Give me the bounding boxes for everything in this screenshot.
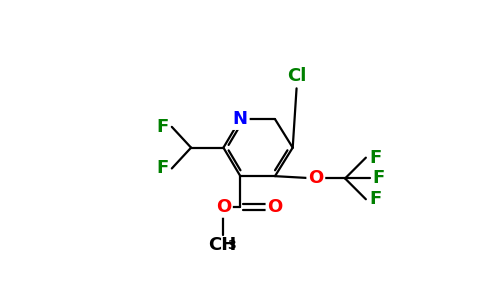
Text: CH: CH	[208, 236, 236, 254]
Text: F: F	[369, 149, 381, 167]
Text: Cl: Cl	[287, 67, 306, 85]
Text: O: O	[216, 198, 231, 216]
Text: F: F	[373, 169, 385, 188]
Text: F: F	[369, 190, 381, 208]
Text: 3: 3	[227, 238, 235, 251]
Text: F: F	[156, 118, 169, 136]
Text: N: N	[233, 110, 248, 128]
Text: F: F	[156, 159, 169, 177]
Text: O: O	[308, 169, 323, 188]
Text: O: O	[267, 198, 283, 216]
